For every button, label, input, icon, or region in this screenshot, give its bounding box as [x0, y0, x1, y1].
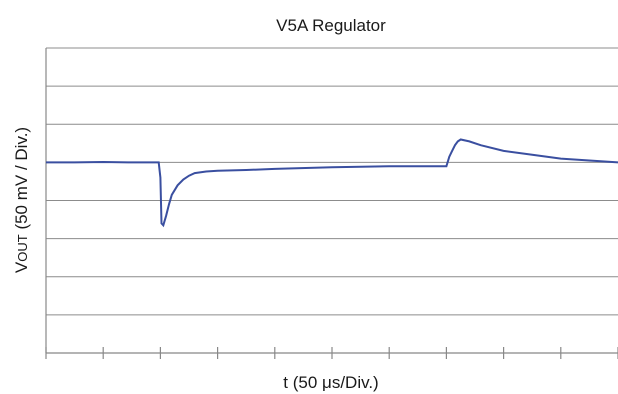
- chart-title: V5A Regulator: [276, 16, 386, 35]
- y-axis-label-main: V: [12, 261, 31, 273]
- y-axis-label-rest: (50 mV / Div.): [12, 127, 31, 234]
- y-axis-label-sub: OUT: [15, 234, 30, 262]
- y-axis-label: VOUT (50 mV / Div.): [12, 127, 31, 273]
- series-line: [46, 138, 618, 228]
- x-axis-ticks: [45, 347, 618, 359]
- grid: [46, 47, 618, 316]
- x-axis-label: t (50 μs/Div.): [283, 373, 378, 392]
